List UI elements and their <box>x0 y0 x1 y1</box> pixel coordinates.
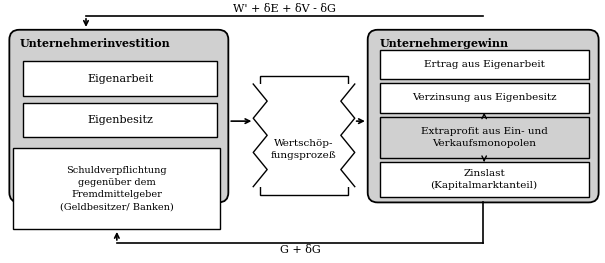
Bar <box>380 162 589 198</box>
Text: Ertrag aus Eigenarbeit: Ertrag aus Eigenarbeit <box>424 60 544 69</box>
Text: Extraprofit aus Ein- und
Verkaufsmonopolen: Extraprofit aus Ein- und Verkaufsmonopol… <box>420 127 548 148</box>
Bar <box>23 103 217 137</box>
Bar <box>23 61 217 96</box>
Text: Zinslast
(Kapitalmarktanteil): Zinslast (Kapitalmarktanteil) <box>431 169 538 190</box>
Text: Schuldverpflichtung
gegenüber dem
Fremdmittelgeber
(Geldbesitzer/ Banken): Schuldverpflichtung gegenüber dem Fremdm… <box>60 166 174 211</box>
Bar <box>13 148 220 229</box>
Text: G + δG: G + δG <box>280 245 321 255</box>
Bar <box>380 83 589 113</box>
Text: Eigenarbeit: Eigenarbeit <box>87 74 154 84</box>
Text: Unternehmergewinn: Unternehmergewinn <box>380 38 509 49</box>
Text: Eigenbesitz: Eigenbesitz <box>87 115 153 125</box>
Bar <box>339 84 357 187</box>
Bar <box>251 84 269 187</box>
FancyBboxPatch shape <box>9 30 228 203</box>
Text: W' + δE + δV - δG: W' + δE + δV - δG <box>233 4 336 14</box>
Text: Wertschöp-
fungsprozeß: Wertschöp- fungsprozeß <box>271 139 337 160</box>
Bar <box>260 76 348 195</box>
Bar <box>380 117 589 158</box>
Text: Verzinsung aus Eigenbesitz: Verzinsung aus Eigenbesitz <box>412 93 557 102</box>
Bar <box>380 49 589 79</box>
FancyBboxPatch shape <box>368 30 598 203</box>
Text: Unternehmerinvestition: Unternehmerinvestition <box>19 38 170 49</box>
